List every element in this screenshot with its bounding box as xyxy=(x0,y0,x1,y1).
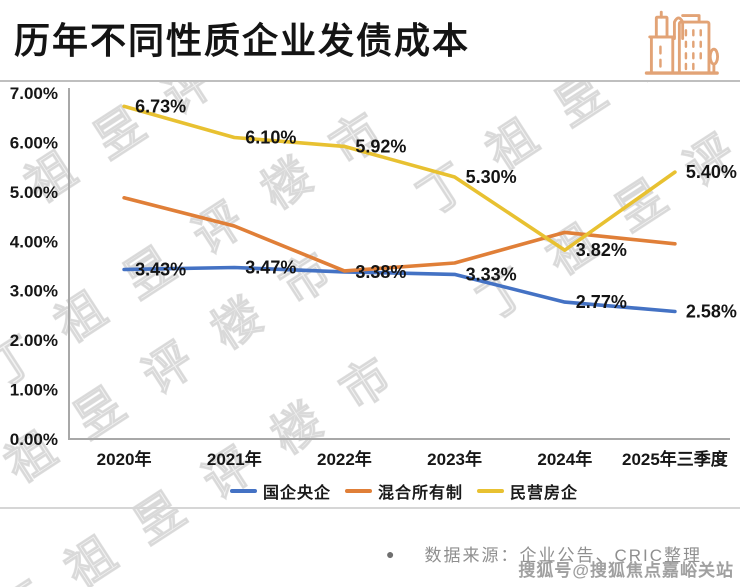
sohu-watermark-text: 搜狐号@搜狐焦点嘉峪关站 xyxy=(518,561,734,580)
svg-text:7.00%: 7.00% xyxy=(10,84,58,103)
chart-legend: 国企央企 混合所有制 民营房企 xyxy=(0,479,740,503)
legend-label: 民营房企 xyxy=(510,485,579,502)
svg-text:4.00%: 4.00% xyxy=(10,232,58,251)
svg-text:5.00%: 5.00% xyxy=(10,183,58,202)
svg-text:3.38%: 3.38% xyxy=(355,262,406,282)
svg-text:6.10%: 6.10% xyxy=(245,128,296,148)
svg-text:2021年: 2021年 xyxy=(207,449,262,469)
svg-text:0.00%: 0.00% xyxy=(10,430,58,449)
header: 历年不同性质企业发债成本 xyxy=(0,0,740,82)
svg-text:2023年: 2023年 xyxy=(427,449,482,469)
legend-label: 国企央企 xyxy=(262,485,331,502)
legend-item: 混合所有制 xyxy=(344,479,463,503)
data-source-text: 数据来源：企业公告、CRIC整理 xyxy=(424,546,703,565)
svg-text:3.33%: 3.33% xyxy=(466,264,517,284)
legend-dash-icon xyxy=(344,489,372,493)
svg-text:6.73%: 6.73% xyxy=(135,96,186,116)
svg-text:3.43%: 3.43% xyxy=(135,260,186,280)
buildings-icon xyxy=(644,10,720,75)
svg-text:2.77%: 2.77% xyxy=(576,292,627,312)
bullet-icon: ● xyxy=(386,545,395,562)
legend-label: 混合所有制 xyxy=(377,485,463,502)
legend-item: 国企央企 xyxy=(229,479,331,503)
svg-text:1.00%: 1.00% xyxy=(10,381,58,400)
svg-text:6.00%: 6.00% xyxy=(10,133,58,152)
svg-text:5.92%: 5.92% xyxy=(355,136,406,156)
svg-text:2025年三季度: 2025年三季度 xyxy=(622,449,729,469)
data-source: ● 数据来源：企业公告、CRIC整理 xyxy=(386,541,702,566)
svg-text:2.00%: 2.00% xyxy=(10,331,58,350)
svg-text:3.00%: 3.00% xyxy=(10,282,58,301)
svg-text:2022年: 2022年 xyxy=(317,449,372,469)
svg-text:3.47%: 3.47% xyxy=(245,258,296,278)
svg-text:5.40%: 5.40% xyxy=(686,162,737,182)
svg-text:3.82%: 3.82% xyxy=(576,240,627,260)
svg-text:2020年: 2020年 xyxy=(97,449,152,469)
svg-text:5.30%: 5.30% xyxy=(466,167,517,187)
footer-divider xyxy=(0,507,740,509)
legend-item: 民营房企 xyxy=(477,479,578,503)
page-title: 历年不同性质企业发债成本 xyxy=(14,20,471,61)
svg-text:2024年: 2024年 xyxy=(537,449,592,469)
legend-dash-icon xyxy=(477,489,504,493)
svg-text:2.58%: 2.58% xyxy=(686,302,737,322)
legend-dash-icon xyxy=(229,489,257,493)
